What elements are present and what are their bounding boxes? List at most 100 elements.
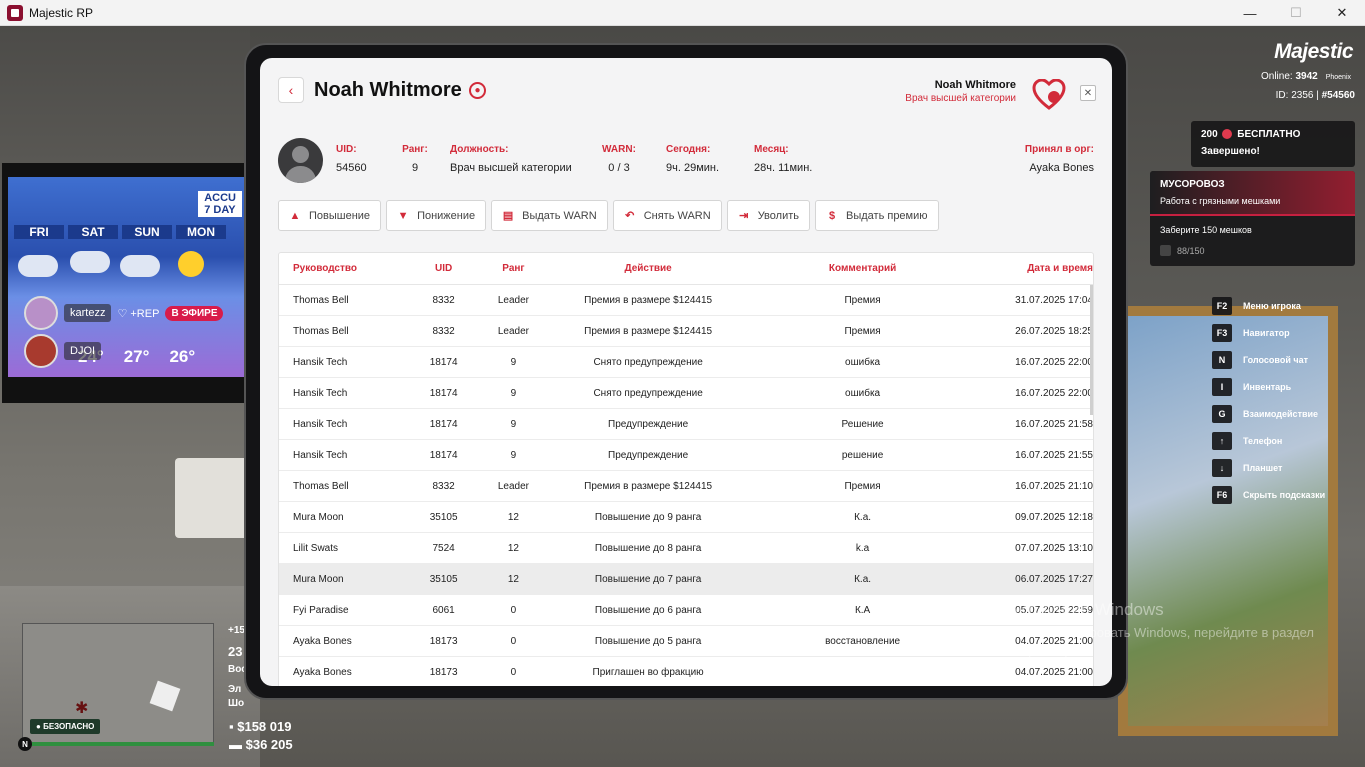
- key-hints: F2 Меню игрока F3 Навигатор N Голосовой чат…: [1212, 292, 1325, 508]
- table-cell: решение: [841, 449, 884, 461]
- table-cell: 18174: [429, 387, 458, 399]
- hint-key: F3: [1212, 323, 1232, 342]
- health-bar: [32, 742, 214, 746]
- bank-amount: ▬ $36 205: [229, 737, 293, 752]
- table-cell: 9: [510, 449, 517, 461]
- table-cell: 31.07.2025 17:04: [1015, 294, 1093, 306]
- hint-label: Телефон: [1243, 435, 1283, 446]
- heart-logo-icon: [1032, 79, 1066, 110]
- table-cell: К.а.: [854, 573, 872, 585]
- table-row[interactable]: Fyi Paradise 6061 0 Повышение до 6 ранга К.А…: [279, 595, 1093, 626]
- table-cell: Повышение до 5 ранга: [594, 635, 702, 647]
- tv-day: MON: [176, 225, 226, 239]
- warn-doc-icon: ▤: [502, 210, 514, 222]
- avatar: [278, 138, 323, 183]
- column-header: Дата и время: [1027, 263, 1093, 274]
- table-cell: 05.07.2025 22:59: [1015, 604, 1093, 616]
- table-cell: Премия в размере $124415: [584, 294, 713, 306]
- table-cell: Премия в размере $124415: [584, 325, 713, 337]
- table-cell: k.a: [855, 542, 870, 554]
- remove-warn-button[interactable]: ↶ Снять WARN: [612, 200, 722, 231]
- table-cell: восстановление: [825, 635, 901, 647]
- map-marker-icon: ✱: [75, 700, 89, 717]
- table-cell: Повышение до 7 ранга: [594, 573, 702, 585]
- scrollbar[interactable]: [1090, 285, 1093, 415]
- hint-label: Планшет: [1243, 462, 1283, 473]
- back-button[interactable]: ‹: [278, 77, 304, 103]
- table-cell: 18173: [429, 635, 458, 647]
- fire-button[interactable]: ⇥ Уволить: [726, 200, 810, 231]
- cloud-icon: [18, 255, 58, 277]
- table-row[interactable]: Hansik Tech 18174 9 Предупреждение Решение 16…: [279, 409, 1093, 440]
- table-cell: Снято предупреждение: [593, 356, 703, 368]
- table-cell: Hansik Tech: [293, 387, 348, 399]
- close-icon[interactable]: ✕: [1080, 85, 1096, 101]
- table-cell: Премия в размере $124415: [584, 480, 713, 492]
- rep-label[interactable]: ♡ +REP: [117, 307, 160, 320]
- tv-day: SUN: [122, 225, 172, 239]
- column-header: Комментарий: [828, 263, 897, 274]
- demote-button[interactable]: ▼ Понижение: [386, 200, 487, 231]
- table-cell: 9: [510, 418, 517, 430]
- table-cell: 06.07.2025 17:27: [1015, 573, 1093, 585]
- table-row[interactable]: Hansik Tech 18174 9 Снято предупреждение оши…: [279, 378, 1093, 409]
- fire-icon: ⇥: [739, 210, 749, 222]
- table-row[interactable]: Ayaka Bones 18173 0 Приглашен во фракцию 04.…: [279, 657, 1093, 686]
- cash-amount: ▪ $158 019: [229, 719, 292, 734]
- hint-key: N: [1212, 350, 1232, 369]
- map-side-text: Эл: [228, 684, 242, 695]
- table-cell: Решение: [841, 418, 884, 430]
- profile-icon[interactable]: ●: [469, 82, 486, 99]
- table-row[interactable]: Hansik Tech 18174 9 Предупреждение решение 16…: [279, 440, 1093, 471]
- tv-brand: ACCU 7 DAY: [198, 191, 242, 217]
- player-name: DJOI: [64, 342, 102, 360]
- bonus-coin-icon: $: [828, 209, 836, 222]
- table-row[interactable]: Thomas Bell 8332 Leader Премия в размере $1…: [279, 471, 1093, 502]
- stat-position: Должность: Врач высшей категории: [450, 144, 572, 174]
- table-cell: 12: [507, 573, 519, 585]
- stat-month: Месяц: 28ч. 11мин.: [754, 144, 813, 174]
- table-cell: Mura Moon: [293, 511, 344, 523]
- hint-key: F6: [1212, 485, 1232, 504]
- table-cell: 9: [510, 387, 517, 399]
- hint-label: Инвентарь: [1243, 381, 1292, 392]
- close-window-button[interactable]: ✕: [1336, 5, 1348, 20]
- table-row[interactable]: Thomas Bell 8332 Leader Премия в размере $1…: [279, 285, 1093, 316]
- maximize-button[interactable]: ☐: [1290, 5, 1302, 20]
- table-cell: Предупреждение: [608, 418, 689, 430]
- table-row[interactable]: Lilit Swats 7524 12 Повышение до 8 ранга k.a…: [279, 533, 1093, 564]
- give-warn-button[interactable]: ▤ Выдать WARN: [491, 200, 608, 231]
- table-cell: 16.07.2025 21:58: [1015, 418, 1093, 430]
- promote-button[interactable]: ▲ Повышение: [278, 200, 382, 231]
- table-cell: 18174: [429, 418, 458, 430]
- page-title: Noah Whitmore: [314, 79, 462, 101]
- undo-icon: ↶: [625, 210, 635, 222]
- player-name: kartezz: [64, 304, 112, 322]
- hint-key: F2: [1212, 296, 1232, 315]
- tv-day: FRI: [14, 225, 64, 239]
- give-bonus-button[interactable]: $ Выдать премию: [815, 200, 939, 231]
- table-cell: 18174: [429, 449, 458, 461]
- table-cell: Thomas Bell: [293, 294, 349, 306]
- table-cell: Thomas Bell: [293, 480, 349, 492]
- hint-label: Навигатор: [1243, 327, 1290, 338]
- table-cell: 9: [510, 356, 517, 368]
- table-row[interactable]: Mura Moon 35105 12 Повышение до 9 ранга К.а.…: [279, 502, 1093, 533]
- table-cell: Leader: [497, 480, 530, 492]
- column-header: Ранг: [502, 263, 525, 274]
- minimize-button[interactable]: —: [1243, 5, 1257, 21]
- table-body[interactable]: Thomas Bell 8332 Leader Премия в размере $1…: [279, 285, 1093, 686]
- table-cell: Снято предупреждение: [593, 387, 703, 399]
- table-row[interactable]: Hansik Tech 18174 9 Снято предупреждение оши…: [279, 347, 1093, 378]
- header-user: Noah Whitmore Врач высшей категории: [905, 79, 1016, 104]
- table-row[interactable]: Mura Moon 35105 12 Повышение до 7 ранга К.а.…: [279, 564, 1093, 595]
- stat-rank: Ранг: 9: [402, 144, 428, 174]
- table-cell: Mura Moon: [293, 573, 344, 585]
- player-id: ID: 2356 | #54560: [1275, 90, 1355, 101]
- table-row[interactable]: Thomas Bell 8332 Leader Премия в размере $1…: [279, 316, 1093, 347]
- table-cell: Lilit Swats: [293, 542, 339, 554]
- table-row[interactable]: Ayaka Bones 18173 0 Повышение до 5 ранга вос…: [279, 626, 1093, 657]
- window-title: Majestic RP: [29, 5, 94, 20]
- table-cell: 09.07.2025 12:18: [1015, 511, 1093, 523]
- table-cell: 04.07.2025 21:00: [1015, 666, 1093, 678]
